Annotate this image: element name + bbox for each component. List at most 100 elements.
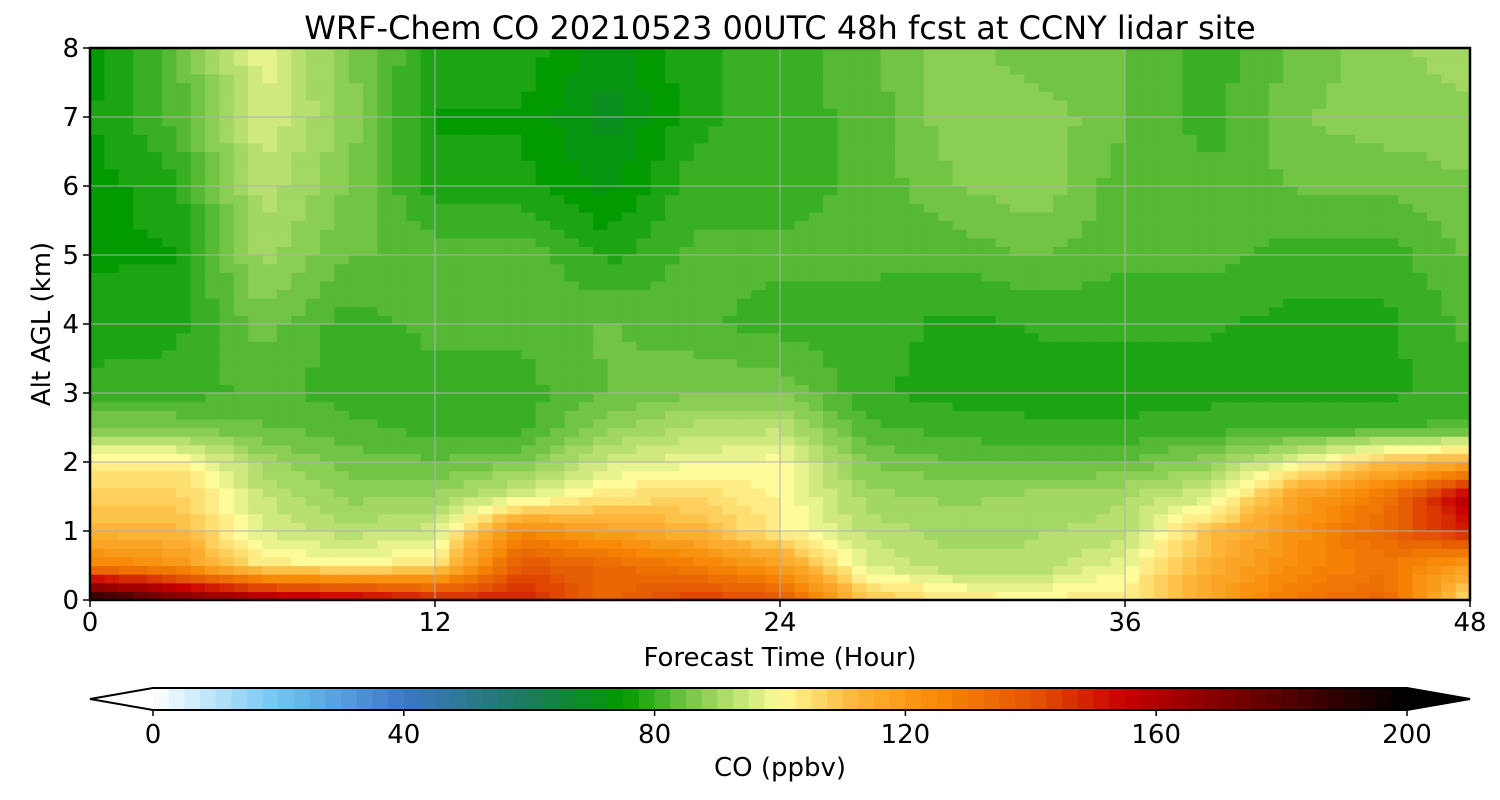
heatmap-cell [219,522,235,532]
heatmap-cell [291,479,307,489]
heatmap-cell [406,574,422,584]
heatmap-cell [1455,263,1471,273]
heatmap-cell [190,186,206,196]
heatmap-cell [219,280,235,291]
heatmap-cell [1038,203,1054,213]
heatmap-cell [564,462,580,472]
heatmap-cell [1038,591,1054,601]
heatmap-cell [952,427,968,437]
heatmap-cell [449,211,465,222]
heatmap-cell [780,272,795,282]
heatmap-cell [219,151,235,161]
heatmap-cell [1125,263,1140,273]
heatmap-cell [1110,427,1126,437]
heatmap-cell [1311,513,1327,523]
heatmap-cell [837,505,853,515]
heatmap-cell [377,289,393,299]
heatmap-cell [636,341,652,351]
heatmap-cell [90,186,105,196]
heatmap-cell [1441,255,1457,265]
heatmap-cell [1010,470,1025,480]
heatmap-cell [794,513,810,523]
heatmap-cell [305,427,321,437]
heatmap-cell [320,393,335,403]
heatmap-cell [1153,462,1169,472]
heatmap-cell [348,255,364,265]
heatmap-cell [1053,513,1069,523]
heatmap-cell [248,151,264,161]
heatmap-cell [276,487,292,498]
heatmap-cell [262,263,278,273]
heatmap-cell [363,306,379,316]
heatmap-cell [1326,272,1342,282]
heatmap-cell [808,367,824,377]
heatmap-cell [348,151,364,161]
heatmap-cell [449,255,465,265]
heatmap-cell [650,246,666,256]
heatmap-cell [320,160,335,170]
heatmap-cell [377,237,393,247]
heatmap-cell [104,531,120,541]
heatmap-cell [1455,418,1471,429]
heatmap-cell [693,393,709,403]
heatmap-cell [506,531,522,541]
heatmap-cell [133,479,149,489]
heatmap-cell [233,436,249,446]
heatmap-cell [550,367,565,377]
heatmap-cell [765,410,781,420]
heatmap-cell [1240,531,1255,541]
heatmap-cell [722,349,738,360]
heatmap-cell [521,556,537,567]
heatmap-cell [305,272,321,282]
heatmap-cell [233,203,249,213]
heatmap-cell [1355,591,1370,601]
heatmap-cell [233,177,249,187]
heatmap-cell [923,263,939,273]
heatmap-cell [1311,531,1327,541]
heatmap-cell [1153,341,1169,351]
heatmap-cell [521,539,537,549]
heatmap-cell [90,487,105,498]
heatmap-cell [995,324,1011,334]
heatmap-cell [1139,531,1155,541]
heatmap-cell [363,496,379,506]
heatmap-cell [1369,272,1385,282]
heatmap-cell [952,341,968,351]
heatmap-cell [449,496,465,506]
heatmap-cell [104,401,120,411]
heatmap-cell [1038,186,1054,196]
heatmap-cell [406,418,422,429]
heatmap-cell [1211,280,1227,291]
heatmap-cell [1268,375,1284,385]
heatmap-cell [938,505,954,515]
heatmap-cell [1426,186,1442,196]
heatmap-cell [808,548,824,558]
heatmap-cell [564,496,580,506]
heatmap-cell [104,548,120,558]
heatmap-cell [535,177,551,187]
heatmap-cell [90,246,105,256]
heatmap-cell [205,220,220,230]
heatmap-cell [909,280,925,291]
heatmap-cell [665,418,680,429]
heatmap-cell [794,263,810,273]
heatmap-cell [90,203,105,213]
heatmap-cell [478,505,494,515]
heatmap-cell [1311,237,1327,247]
heatmap-cell [780,444,795,454]
heatmap-cell [851,582,867,592]
heatmap-cell [851,393,867,403]
heatmap-cell [320,315,335,325]
heatmap-cell [808,203,824,213]
heatmap-cell [463,194,479,204]
heatmap-cell [1182,393,1198,403]
heatmap-cell [1168,393,1184,403]
heatmap-cell [1369,487,1385,498]
heatmap-cell [1010,436,1025,446]
heatmap-cell [248,444,264,454]
heatmap-cell [981,505,997,515]
heatmap-cell [291,453,307,463]
heatmap-cell [435,548,450,558]
heatmap-cell [722,574,738,584]
heatmap-cell [564,375,580,385]
